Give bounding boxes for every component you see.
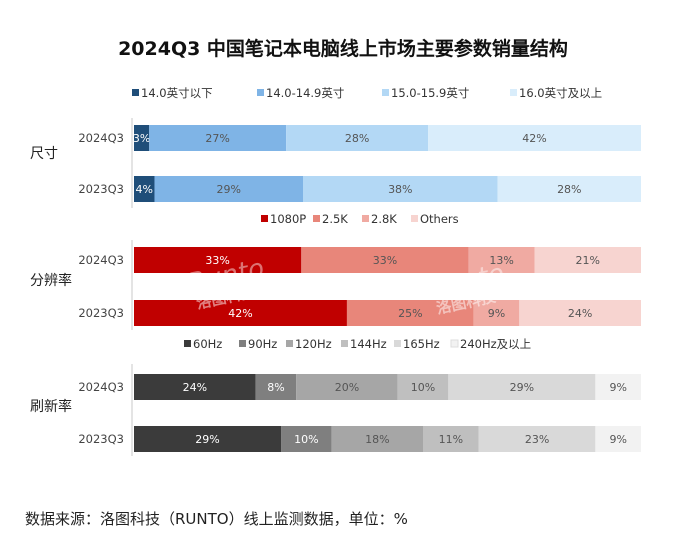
bar-segment [134, 125, 150, 151]
legend-label: 14.0英寸以下 [141, 86, 213, 100]
category-label: 2024Q3 [78, 380, 124, 394]
legend-swatch [286, 340, 293, 347]
bar-segment [478, 426, 596, 452]
bar-segment [281, 426, 332, 452]
legend-swatch [257, 89, 264, 96]
legend-label: 90Hz [248, 337, 277, 351]
bar-segment [134, 300, 347, 326]
bar-segment [473, 300, 520, 326]
legend-swatch [341, 340, 348, 347]
legend-label: Others [420, 212, 459, 226]
data-label: 13% [489, 254, 513, 267]
group-label: 尺寸 [30, 146, 58, 162]
data-label: 42% [522, 132, 546, 145]
category-label: 2023Q3 [78, 306, 124, 320]
category-label: 2023Q3 [78, 432, 124, 446]
data-label: 28% [557, 183, 581, 196]
category-label: 2024Q3 [78, 131, 124, 145]
legend-swatch [239, 340, 246, 347]
data-label: 10% [294, 433, 318, 446]
bar-segment [448, 374, 596, 400]
chart-title: 2024Q3 中国笔记本电脑线上市场主要参数销量结构 [118, 37, 568, 60]
data-label: 27% [205, 132, 229, 145]
legend-label: 120Hz [295, 337, 332, 351]
legend-label: 144Hz [350, 337, 387, 351]
data-label: 11% [439, 433, 463, 446]
legend-label: 1080P [270, 212, 306, 226]
data-label: 8% [267, 381, 284, 394]
legend-label: 2.8K [371, 212, 397, 226]
bar-segment [534, 247, 641, 273]
legend-label: 16.0英寸及以上 [519, 86, 602, 100]
data-label: 29% [217, 183, 241, 196]
data-label: 25% [398, 307, 422, 320]
data-label: 21% [576, 254, 600, 267]
data-label: 29% [510, 381, 534, 394]
legend-swatch [411, 215, 418, 222]
data-label: 24% [183, 381, 207, 394]
legend-swatch [510, 89, 517, 96]
data-label: 3% [133, 132, 150, 145]
data-label: 9% [488, 307, 505, 320]
bar-segment [255, 374, 297, 400]
legend-label: 60Hz [193, 337, 222, 351]
data-label: 38% [388, 183, 412, 196]
data-label: 42% [228, 307, 252, 320]
legend-label: 15.0-15.9英寸 [391, 86, 469, 100]
bar-segment [397, 374, 449, 400]
data-label: 20% [335, 381, 359, 394]
bar-segment [422, 426, 479, 452]
data-label: 33% [205, 254, 229, 267]
bar-segment [134, 176, 155, 202]
data-label: 9% [609, 433, 626, 446]
bar-segment [301, 247, 469, 273]
data-label: 28% [345, 132, 369, 145]
data-label: 10% [411, 381, 435, 394]
data-label: 33% [373, 254, 397, 267]
bar-segment [595, 426, 641, 452]
category-label: 2023Q3 [78, 182, 124, 196]
data-label: 9% [609, 381, 626, 394]
bar-segment [331, 426, 423, 452]
data-label: 4% [136, 183, 153, 196]
group-label: 刷新率 [30, 398, 72, 415]
source-note: 数据来源：洛图科技（RUNTO）线上监测数据，单位：% [25, 510, 408, 528]
legend-swatch [184, 340, 191, 347]
bar-segment [134, 374, 256, 400]
bar-segment [149, 125, 287, 151]
legend-swatch [313, 215, 320, 222]
category-label: 2024Q3 [78, 253, 124, 267]
data-label: 18% [365, 433, 389, 446]
bar-segment [134, 426, 282, 452]
legend-label: 165Hz [403, 337, 440, 351]
legend-label: 240Hz及以上 [460, 337, 531, 351]
legend-swatch [362, 215, 369, 222]
data-label: 24% [568, 307, 592, 320]
bar-segment [296, 374, 398, 400]
bar-segment [286, 125, 429, 151]
legend-swatch [450, 339, 459, 348]
legend-swatch [382, 89, 389, 96]
legend-label: 2.5K [322, 212, 348, 226]
bar-segment [497, 176, 641, 202]
bar-segment [595, 374, 641, 400]
legend-swatch [261, 215, 268, 222]
bar-segment [519, 300, 641, 326]
legend-swatch [132, 89, 139, 96]
data-label: 23% [525, 433, 549, 446]
bar-segment [154, 176, 303, 202]
bar-segment [134, 247, 302, 273]
bar-segment [428, 125, 641, 151]
legend-label: 14.0-14.9英寸 [266, 86, 344, 100]
legend-swatch [394, 340, 401, 347]
bar-segment [468, 247, 535, 273]
data-label: 29% [195, 433, 219, 446]
bar-segment [346, 300, 474, 326]
bar-segment [303, 176, 498, 202]
group-label: 分辨率 [30, 272, 72, 289]
